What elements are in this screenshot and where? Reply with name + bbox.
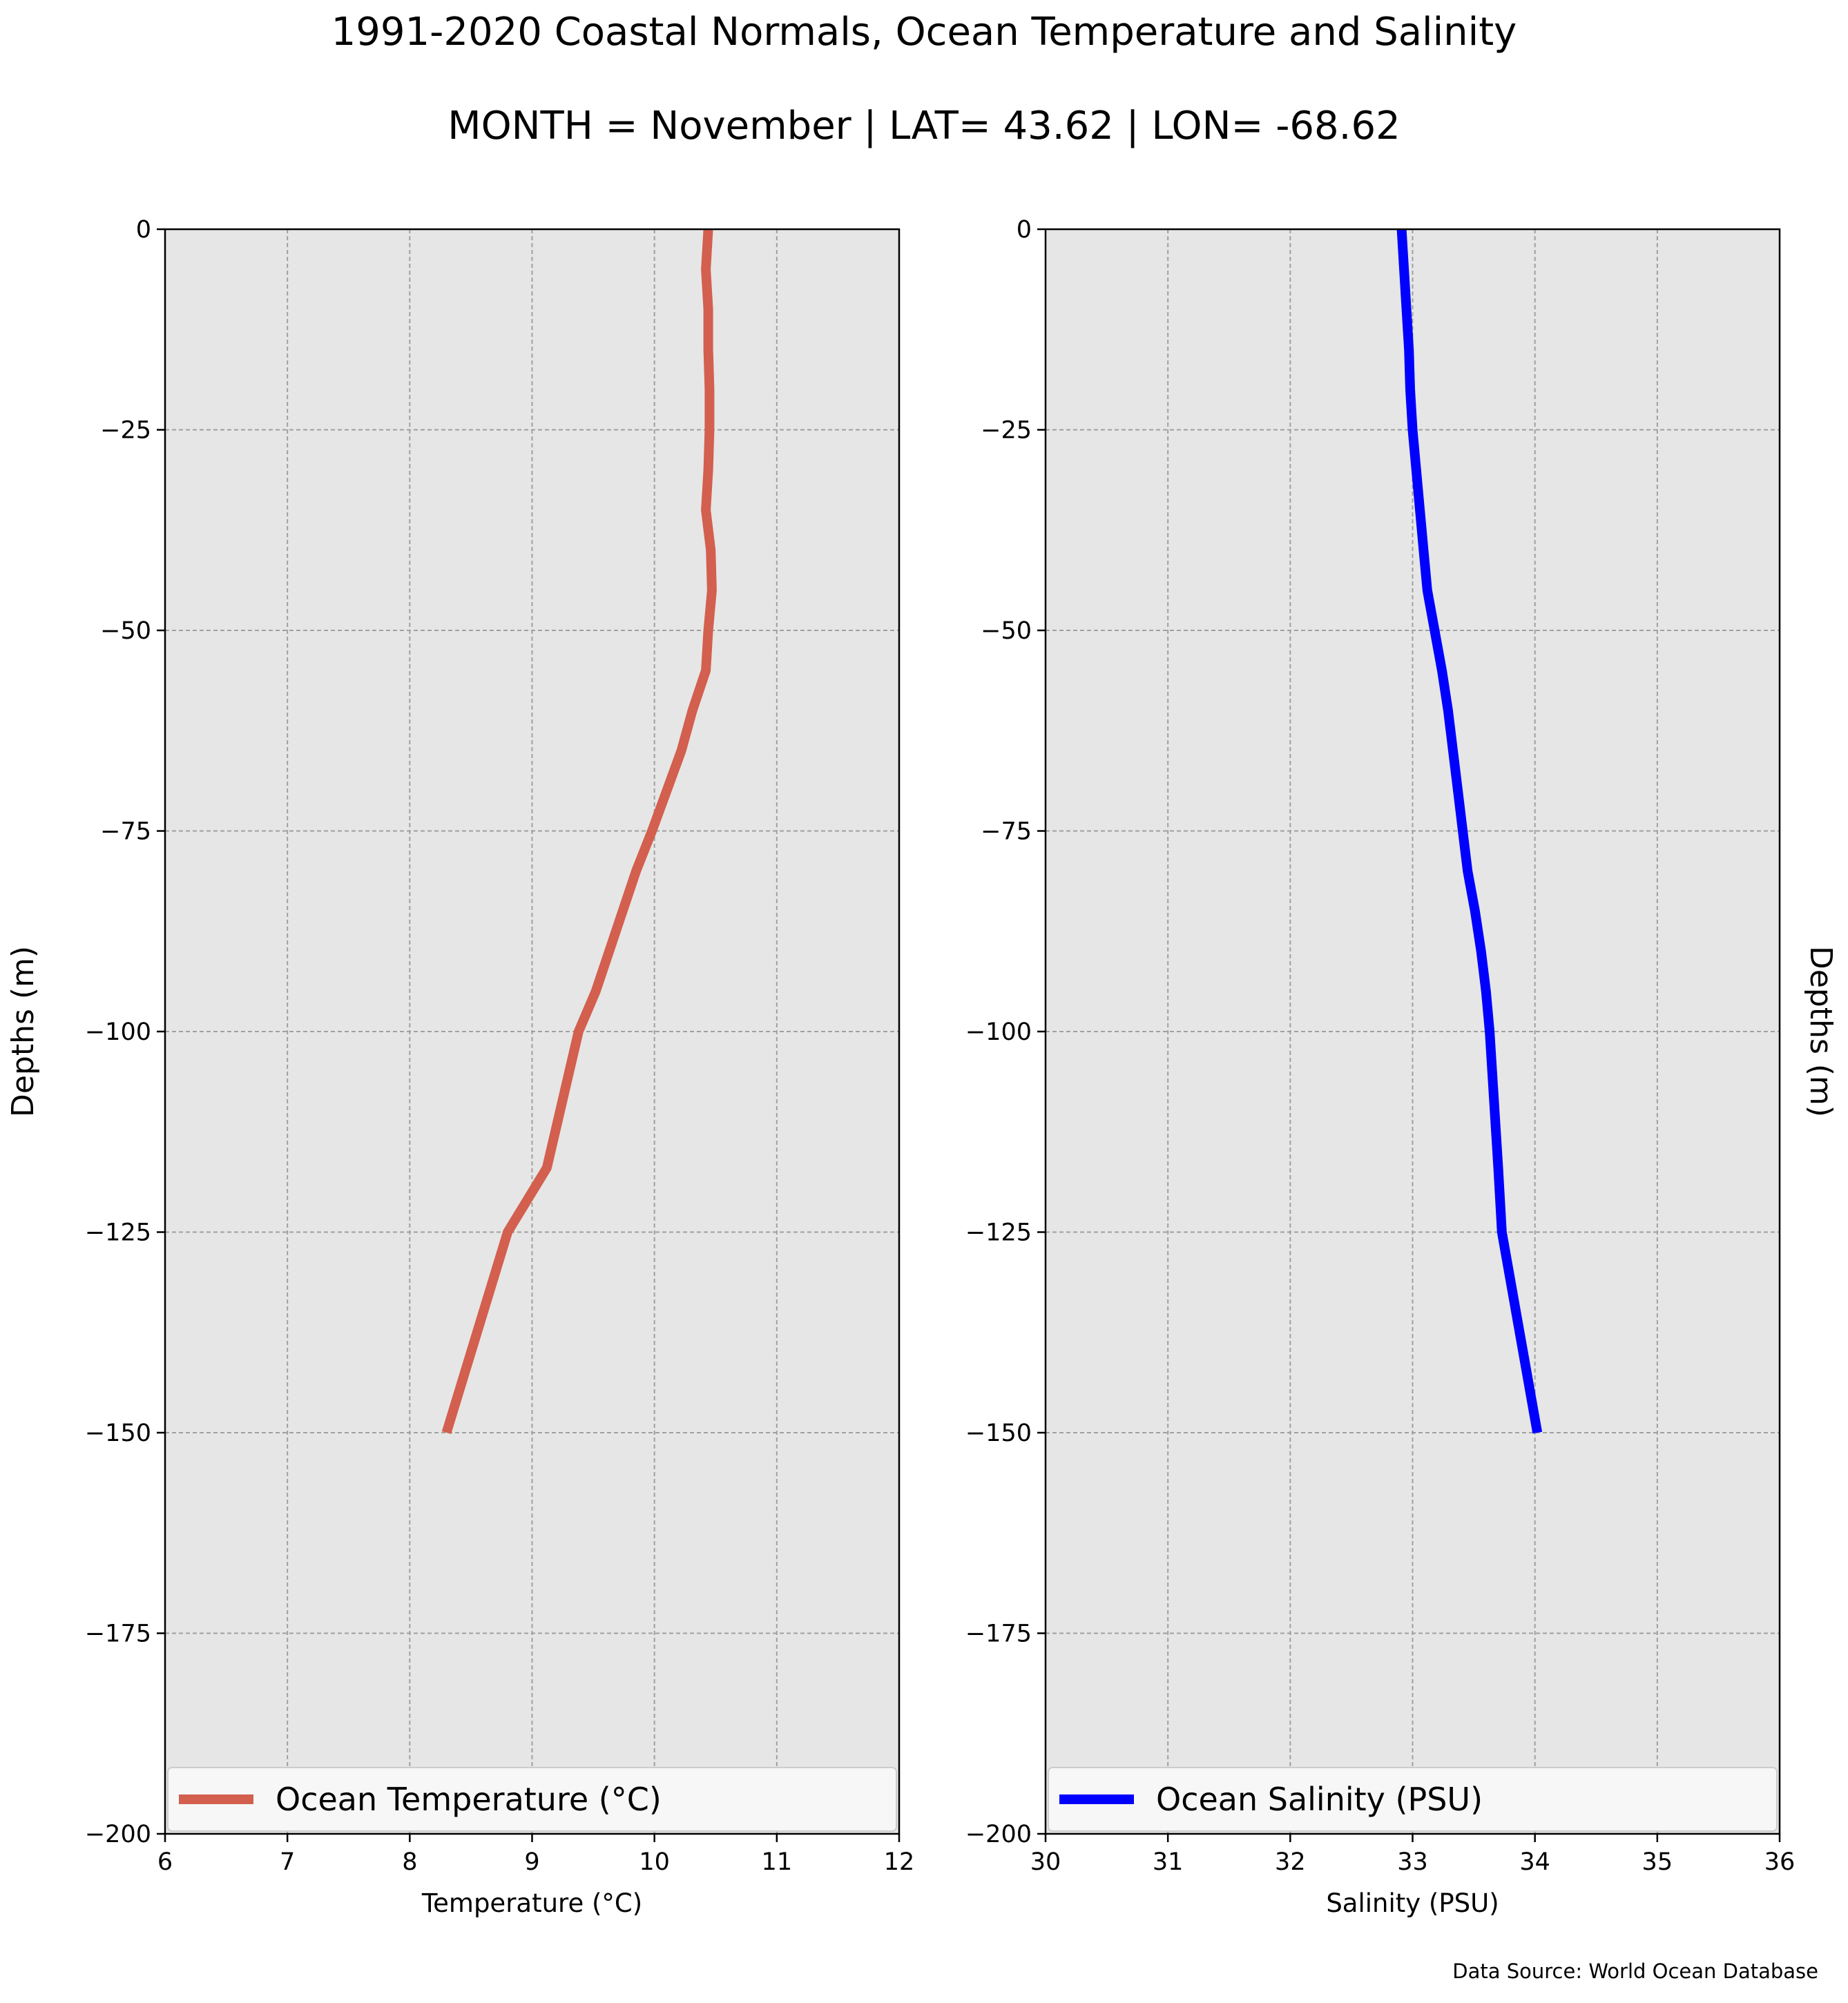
y-tick-label: −100	[965, 1018, 1032, 1046]
y-tick-label: −50	[100, 617, 151, 645]
x-tick-label: 35	[1642, 1848, 1673, 1876]
x-axis-label: Temperature (°C)	[421, 1888, 642, 1918]
y-tick-label: −125	[85, 1219, 151, 1247]
x-tick-label: 8	[402, 1848, 417, 1876]
legend-box	[167, 1767, 897, 1832]
y-tick-label: −175	[85, 1620, 151, 1648]
x-tick-label: 30	[1030, 1848, 1061, 1876]
y-tick-label: −75	[100, 818, 151, 846]
axes-frame	[164, 228, 901, 1835]
legend-label: Ocean Temperature (°C)	[276, 1781, 662, 1818]
x-tick-label: 12	[884, 1848, 915, 1876]
y-tick-label: −25	[100, 417, 151, 445]
x-tick-label: 10	[639, 1848, 670, 1876]
y-tick-label: −75	[981, 818, 1032, 846]
figure-subtitle: MONTH = November | LAT= 43.62 | LON= -68…	[447, 104, 1401, 148]
legend-label: Ocean Salinity (PSU)	[1156, 1781, 1483, 1818]
x-tick-label: 6	[157, 1848, 173, 1876]
series-line-salinity	[1396, 229, 1543, 1434]
x-tick-label: 34	[1519, 1848, 1550, 1876]
series-line-temperature	[441, 229, 717, 1435]
x-tick-label: 7	[280, 1848, 295, 1876]
x-axis-label: Salinity (PSU)	[1326, 1888, 1499, 1918]
chart-panel-2: 30 31 32 33 34 35 36 0 −25 −50 −75 −100 −125 −150 −175…	[965, 216, 1838, 1918]
x-tick-label: 33	[1397, 1848, 1428, 1876]
y-tick-label: 0	[136, 216, 151, 244]
y-tick-label: −175	[965, 1620, 1032, 1648]
y-tick-label: −200	[965, 1821, 1032, 1848]
y-tick-label: −25	[981, 417, 1032, 445]
y-tick-label: −150	[85, 1420, 151, 1447]
x-tick-label: 36	[1764, 1848, 1796, 1876]
y-axis-label: Depths (m)	[1803, 946, 1838, 1117]
x-tick-label: 32	[1275, 1848, 1306, 1876]
axes-frame	[1044, 228, 1781, 1835]
y-tick-label: −125	[965, 1219, 1032, 1247]
figure-title: 1991-2020 Coastal Normals, Ocean Tempera…	[331, 10, 1517, 55]
y-tick-label: −200	[85, 1821, 151, 1848]
data-source-note: Data Source: World Ocean Database	[1452, 1960, 1818, 1983]
x-tick-label: 9	[524, 1848, 539, 1876]
chart-panel-1: 6 7 8 9 10 11 12 0 −25 −50 −75 −100 −125 −150 −175 −200…	[6, 216, 914, 1918]
y-tick-label: −150	[965, 1420, 1032, 1447]
x-tick-label: 31	[1153, 1848, 1184, 1876]
y-tick-label: 0	[1017, 216, 1032, 244]
legend-box	[1048, 1767, 1778, 1832]
y-tick-label: −50	[981, 617, 1032, 645]
x-tick-label: 11	[762, 1848, 793, 1876]
y-axis-label: Depths (m)	[6, 946, 41, 1117]
y-tick-label: −100	[85, 1018, 151, 1046]
